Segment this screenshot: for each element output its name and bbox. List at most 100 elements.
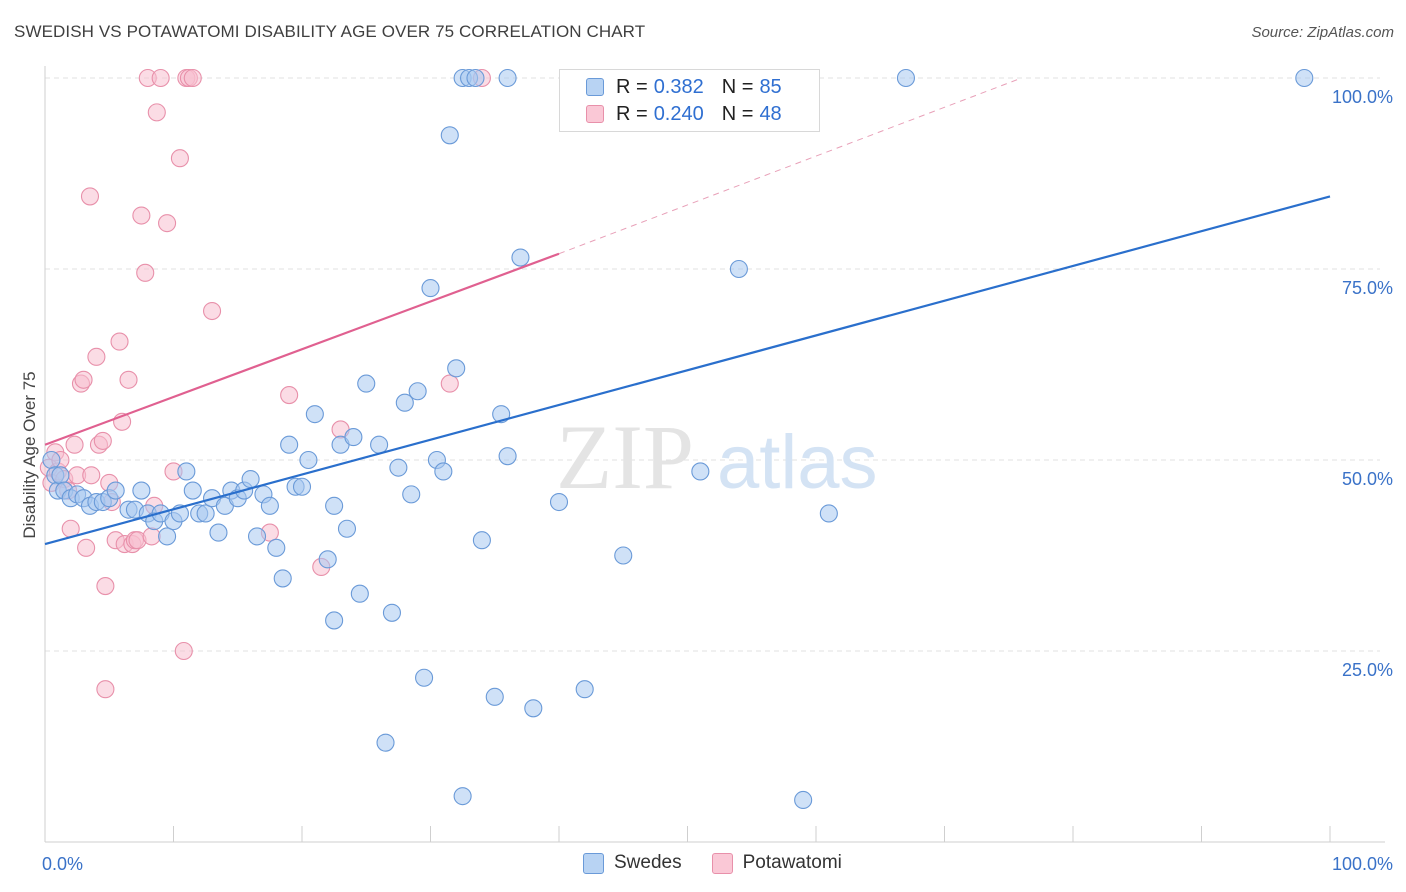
swedes-point (498, 68, 517, 88)
watermark-atlas: atlas (717, 420, 878, 505)
swedes-point (1295, 68, 1314, 88)
potawatomi-point (65, 435, 84, 454)
swedes-point (305, 405, 324, 424)
swedes-point (132, 481, 151, 500)
y-tick-label: 100.0% (1332, 87, 1393, 107)
swedes-point (485, 687, 504, 706)
swedes-point (376, 733, 395, 752)
potawatomi-point (203, 301, 222, 321)
swedes-point (819, 504, 838, 523)
swedes-r-label: R = (616, 75, 648, 98)
potawatomi-point (77, 538, 96, 557)
potawatomi-trend-line (44, 252, 560, 446)
swedes-point (575, 680, 594, 699)
swedes-point (440, 126, 459, 145)
swedes-point (209, 523, 228, 542)
swedes-point (299, 450, 318, 470)
trend-lines (44, 77, 1331, 546)
x-tick-labels: 0.0% 100.0% (42, 854, 1393, 874)
swedes-point (325, 496, 344, 515)
swedes-point (511, 248, 530, 267)
potawatomi-r-label: R = (616, 102, 648, 125)
swedes-trend-line (44, 195, 1331, 546)
source-attribution: Source: ZipAtlas.com (1251, 24, 1394, 41)
potawatomi-point (96, 680, 115, 699)
swedes-point (183, 481, 202, 500)
swedes-point (389, 458, 408, 477)
swedes-point (408, 382, 427, 401)
y-tick-label: 25.0% (1342, 660, 1393, 680)
swedes-point (524, 699, 543, 718)
swedes-n-label: N = (721, 75, 754, 98)
swedes-point (691, 462, 710, 481)
swedes-point (325, 611, 344, 630)
swedes-n-value: 85 (759, 75, 782, 98)
potawatomi-point (170, 149, 189, 168)
swedes-point (421, 279, 440, 298)
y-axis-label: Disability Age Over 75 (20, 371, 39, 539)
potawatomi-legend-swatch (711, 852, 733, 874)
potawatomi-point (440, 374, 459, 393)
potawatomi-point (80, 187, 100, 206)
potawatomi-points (39, 68, 491, 699)
swedes-legend-swatch (583, 852, 604, 874)
potawatomi-point (110, 332, 129, 351)
x-tick-label-max: 100.0% (1332, 854, 1393, 874)
potawatomi-n-label: N = (721, 102, 754, 125)
swedes-point (896, 68, 916, 88)
swedes-point (196, 504, 215, 523)
potawatomi-point (151, 68, 170, 88)
swedes-point (472, 531, 491, 550)
potawatomi-n-value: 48 (759, 102, 782, 125)
swedes-legend-label: Swedes (614, 852, 682, 873)
swedes-point (614, 546, 633, 565)
swedes-point (382, 603, 402, 622)
y-tick-label: 50.0% (1342, 469, 1393, 489)
axes (44, 66, 1385, 843)
series-legend: Swedes Potawatomi (583, 852, 872, 874)
potawatomi-point (132, 206, 151, 225)
swedes-swatch (586, 78, 604, 96)
swedes-point (434, 462, 453, 481)
swedes-point (729, 259, 748, 279)
swedes-point (51, 466, 70, 485)
swedes-point (267, 538, 286, 557)
potawatomi-point (74, 370, 93, 389)
swedes-point (273, 569, 292, 588)
swedes-point (241, 470, 260, 489)
potawatomi-point (136, 263, 155, 282)
legend-item-swedes[interactable]: Swedes (583, 852, 682, 874)
swedes-point (498, 447, 517, 466)
potawatomi-point (87, 347, 106, 366)
potawatomi-point (142, 527, 161, 546)
watermark: ZIP atlas (556, 406, 878, 508)
potawatomi-point (147, 103, 166, 122)
swedes-point (395, 393, 414, 412)
swedes-point (344, 428, 363, 447)
swedes-r-value: 0.382 (653, 75, 704, 98)
swedes-point (447, 359, 466, 378)
swedes-point (292, 477, 312, 496)
swedes-point (260, 496, 279, 515)
legend-row-swedes: R = 0.382 N = 85 (586, 75, 782, 99)
swedes-point (247, 527, 267, 546)
swedes-point (549, 492, 569, 512)
swedes-point (357, 374, 376, 393)
watermark-zip: ZIP (556, 406, 694, 508)
swedes-point (370, 435, 389, 454)
potawatomi-point (93, 431, 112, 450)
swedes-point (106, 481, 125, 500)
potawatomi-point (280, 386, 299, 405)
swedes-point (42, 450, 61, 470)
swedes-point (177, 462, 196, 481)
legend-item-potawatomi[interactable]: Potawatomi (711, 852, 842, 874)
potawatomi-point (174, 641, 193, 661)
swedes-point (415, 668, 434, 687)
swedes-point (337, 519, 357, 538)
swedes-point (158, 527, 177, 546)
swedes-points (42, 68, 1314, 810)
swedes-point (402, 485, 421, 504)
swedes-point (350, 584, 369, 603)
swedes-point (466, 68, 485, 88)
potawatomi-trend-extension (558, 77, 1022, 255)
